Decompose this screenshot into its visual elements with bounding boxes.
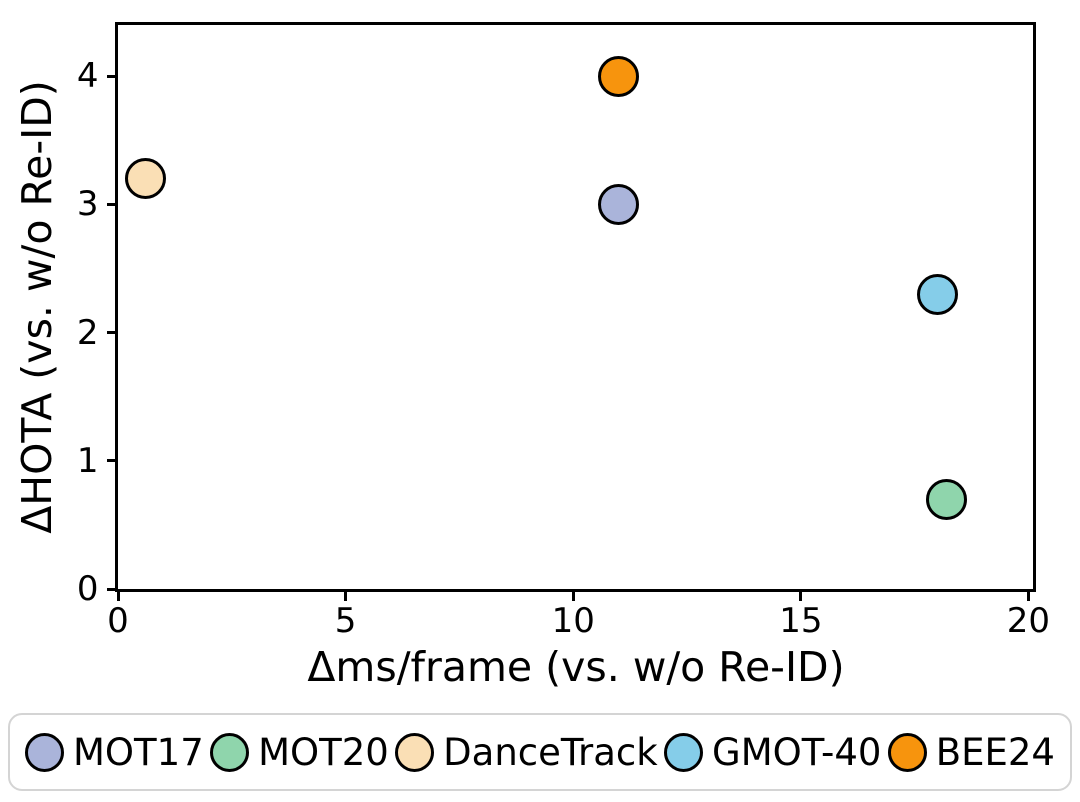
- legend-item-gmot-40: GMOT-40: [664, 731, 881, 774]
- legend-marker-icon: [887, 732, 927, 772]
- x-tick-mark: [799, 590, 803, 601]
- x-tick-mark: [116, 590, 120, 601]
- legend-item-mot20: MOT20: [210, 731, 389, 774]
- x-tick-mark: [1026, 590, 1030, 601]
- legend-label: MOT17: [73, 730, 204, 774]
- legend-label: BEE24: [935, 730, 1055, 774]
- legend-item-bee24: BEE24: [887, 730, 1055, 774]
- legend-marker-icon: [210, 732, 250, 772]
- legend-item-dancetrack: DanceTrack: [395, 731, 658, 774]
- y-axis-label: ΔHOTA (vs. w/o Re-ID): [13, 80, 61, 534]
- plot-area: [115, 22, 1036, 592]
- x-tick-mark: [344, 590, 348, 601]
- legend-marker-icon: [664, 732, 704, 772]
- x-tick-mark: [571, 590, 575, 601]
- x-tick-label: 20: [1006, 601, 1051, 641]
- legend-label: GMOT-40: [712, 730, 882, 774]
- legend: MOT17 MOT20 DanceTrack GMOT-40 BEE24: [8, 713, 1072, 791]
- legend-label: MOT20: [258, 730, 389, 774]
- x-tick-label: 15: [779, 601, 823, 641]
- legend-label: DanceTrack: [443, 730, 658, 774]
- legend-item-mot17: MOT17: [25, 731, 204, 774]
- x-tick-label: 0: [107, 601, 129, 641]
- legend-marker-icon: [25, 732, 64, 772]
- legend-marker-icon: [395, 732, 435, 772]
- x-tick-label: 10: [551, 601, 595, 641]
- x-tick-label: 5: [334, 601, 357, 641]
- x-axis-label: Δms/frame (vs. w/o Re-ID): [307, 643, 845, 691]
- y-tick-label: 0: [76, 569, 99, 609]
